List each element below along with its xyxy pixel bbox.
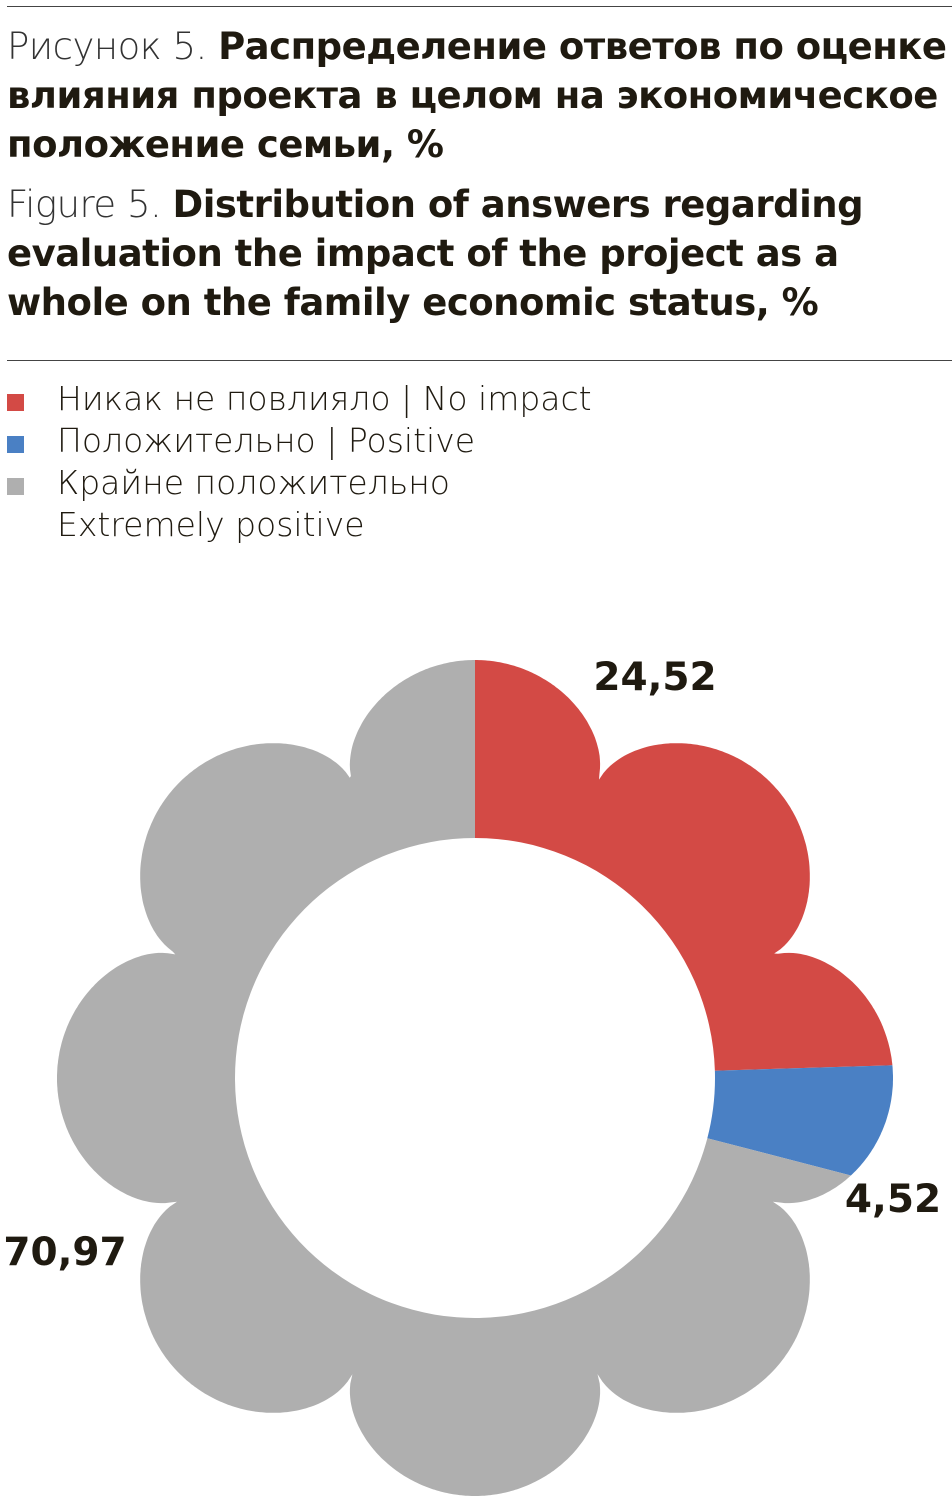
data-label-0: 24,52 (593, 655, 716, 700)
title-ru: Рисунок 5. Распределение ответов по оцен… (7, 25, 947, 166)
legend-swatch (7, 436, 24, 453)
legend-item-extremely-positive: Крайне положительно Extremely positive (7, 462, 592, 546)
title-en: Figure 5. Distribution of answers regard… (7, 183, 864, 324)
legend-item-positive: Положительно | Positive (7, 420, 592, 462)
legend-swatch (7, 478, 24, 495)
title-rule (7, 360, 952, 361)
legend-item-no-impact: Никак не повлияло | No impact (7, 378, 592, 420)
data-label-1: 4,52 (845, 1177, 941, 1222)
legend-swatch (7, 394, 24, 411)
top-rule (7, 6, 952, 7)
slice-2 (57, 660, 851, 1496)
slice-1 (707, 1065, 893, 1176)
legend: Никак не повлияло | No impact Положитель… (7, 378, 592, 546)
slice-0 (475, 660, 893, 1071)
data-label-2: 70,97 (3, 1230, 126, 1275)
